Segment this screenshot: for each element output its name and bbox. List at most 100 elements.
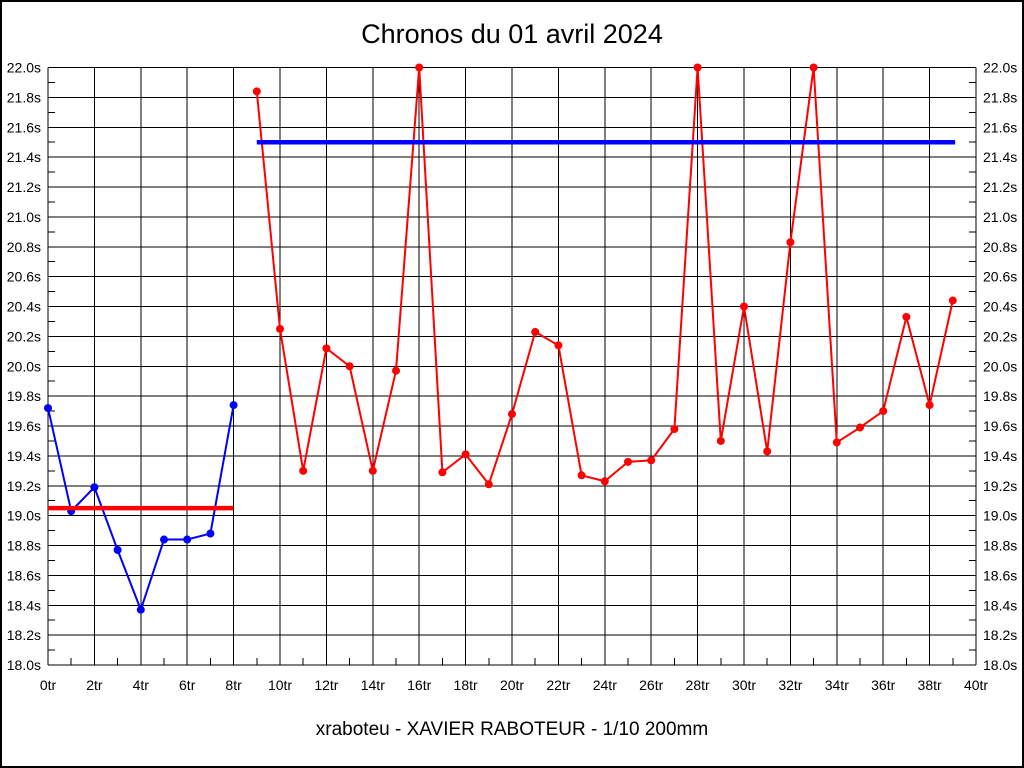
chart-title: Chronos du 01 avril 2024: [361, 19, 663, 49]
y-tick-label-left: 18.2s: [7, 627, 41, 643]
y-tick-label-left: 20.2s: [7, 328, 41, 344]
blue-session-point: [206, 529, 215, 538]
y-tick-label-right: 20.8s: [983, 239, 1017, 255]
red-session-point: [786, 238, 795, 247]
blue-session-point: [136, 605, 145, 614]
y-tick-label-right: 21.8s: [983, 89, 1017, 105]
x-tick-label: 34tr: [825, 677, 849, 693]
y-tick-label-left: 22.0s: [7, 60, 41, 76]
y-tick-label-right: 18.0s: [983, 657, 1017, 673]
red-session-point: [299, 466, 308, 475]
y-tick-label-left: 19.2s: [7, 478, 41, 494]
y-tick-label-left: 18.6s: [7, 567, 41, 583]
blue-session-point: [90, 483, 99, 492]
y-tick-label-left: 19.0s: [7, 508, 41, 524]
x-tick-label: 26tr: [639, 677, 663, 693]
red-session-point: [392, 366, 400, 375]
red-session-point: [276, 324, 284, 333]
y-tick-label-left: 21.4s: [7, 149, 41, 165]
red-session-point: [925, 401, 934, 410]
y-tick-label-right: 19.4s: [983, 448, 1017, 464]
y-tick-label-right: 18.8s: [983, 538, 1017, 554]
blue-session-point: [160, 535, 168, 544]
y-tick-label-right: 22.0s: [983, 60, 1017, 76]
x-tick-label: 8tr: [225, 677, 242, 693]
y-tick-label-right: 19.0s: [983, 508, 1017, 524]
y-tick-label-right: 19.6s: [983, 418, 1017, 434]
y-tick-label-left: 20.4s: [7, 299, 41, 315]
x-tick-label: 36tr: [871, 677, 895, 693]
x-tick-label: 32tr: [778, 677, 802, 693]
x-tick-label: 28tr: [686, 677, 710, 693]
y-tick-label-right: 21.6s: [983, 119, 1017, 135]
red-session-point: [647, 456, 656, 465]
red-session-point: [345, 362, 354, 371]
red-session-point: [531, 327, 540, 336]
blue-session-point: [183, 535, 192, 544]
y-tick-label-right: 20.6s: [983, 269, 1017, 285]
x-tick-label: 30tr: [732, 677, 756, 693]
y-tick-label-left: 20.6s: [7, 269, 41, 285]
red-session-point: [948, 296, 957, 305]
y-tick-label-left: 19.8s: [7, 388, 41, 404]
x-tick-label: 0tr: [40, 677, 57, 693]
blue-session-point: [229, 401, 238, 410]
chart-footer: xraboteu - XAVIER RABOTEUR - 1/10 200mm: [315, 719, 709, 740]
red-session-point: [252, 87, 261, 96]
y-tick-label-left: 18.8s: [7, 538, 41, 554]
red-session-point: [322, 344, 331, 353]
red-session-point: [508, 410, 516, 419]
y-tick-label-right: 18.6s: [983, 567, 1017, 583]
y-tick-label-left: 21.0s: [7, 209, 41, 225]
red-session-point: [554, 341, 563, 350]
red-session-point: [438, 468, 447, 477]
y-tick-label-left: 19.4s: [7, 448, 41, 464]
x-tick-label: 12tr: [314, 677, 338, 693]
x-tick-label: 18tr: [454, 677, 478, 693]
red-session-point: [484, 480, 493, 489]
y-tick-label-left: 21.6s: [7, 119, 41, 135]
red-session-point: [856, 423, 864, 432]
x-tick-label: 4tr: [133, 677, 150, 693]
y-tick-label-right: 18.2s: [983, 627, 1017, 643]
y-tick-label-right: 20.0s: [983, 358, 1017, 374]
red-session-point: [879, 407, 888, 416]
y-tick-label-right: 20.4s: [983, 299, 1017, 315]
red-session-point: [368, 466, 377, 475]
red-session-point: [461, 450, 470, 459]
red-session-point: [670, 424, 679, 433]
y-tick-label-left: 18.4s: [7, 597, 41, 613]
y-tick-label-left: 18.0s: [7, 657, 41, 673]
red-session-point: [763, 447, 772, 456]
y-tick-label-left: 20.0s: [7, 358, 41, 374]
x-tick-label: 2tr: [86, 677, 103, 693]
red-session-point: [624, 457, 632, 466]
red-session-point: [740, 302, 748, 311]
y-tick-label-right: 19.8s: [983, 388, 1017, 404]
red-session-point: [902, 312, 911, 321]
y-tick-label-left: 19.6s: [7, 418, 41, 434]
blue-session-point: [113, 545, 122, 554]
red-session-point: [577, 471, 586, 480]
y-tick-label-right: 21.4s: [983, 149, 1017, 165]
y-tick-label-right: 21.2s: [983, 179, 1017, 195]
y-tick-label-left: 21.2s: [7, 179, 41, 195]
y-tick-label-left: 21.8s: [7, 89, 41, 105]
red-session-point: [693, 63, 702, 72]
x-tick-label: 40tr: [964, 677, 988, 693]
x-tick-label: 22tr: [546, 677, 570, 693]
x-tick-label: 14tr: [361, 677, 385, 693]
y-tick-label-right: 20.2s: [983, 328, 1017, 344]
x-tick-label: 6tr: [179, 677, 196, 693]
y-tick-label-right: 19.2s: [983, 478, 1017, 494]
red-session-point: [716, 436, 725, 445]
red-session-point: [809, 63, 818, 72]
y-tick-label-right: 21.0s: [983, 209, 1017, 225]
red-session-point: [415, 63, 424, 72]
x-tick-label: 10tr: [268, 677, 292, 693]
blue-session-point: [44, 404, 52, 413]
x-tick-label: 20tr: [500, 677, 524, 693]
x-tick-label: 24tr: [593, 677, 617, 693]
